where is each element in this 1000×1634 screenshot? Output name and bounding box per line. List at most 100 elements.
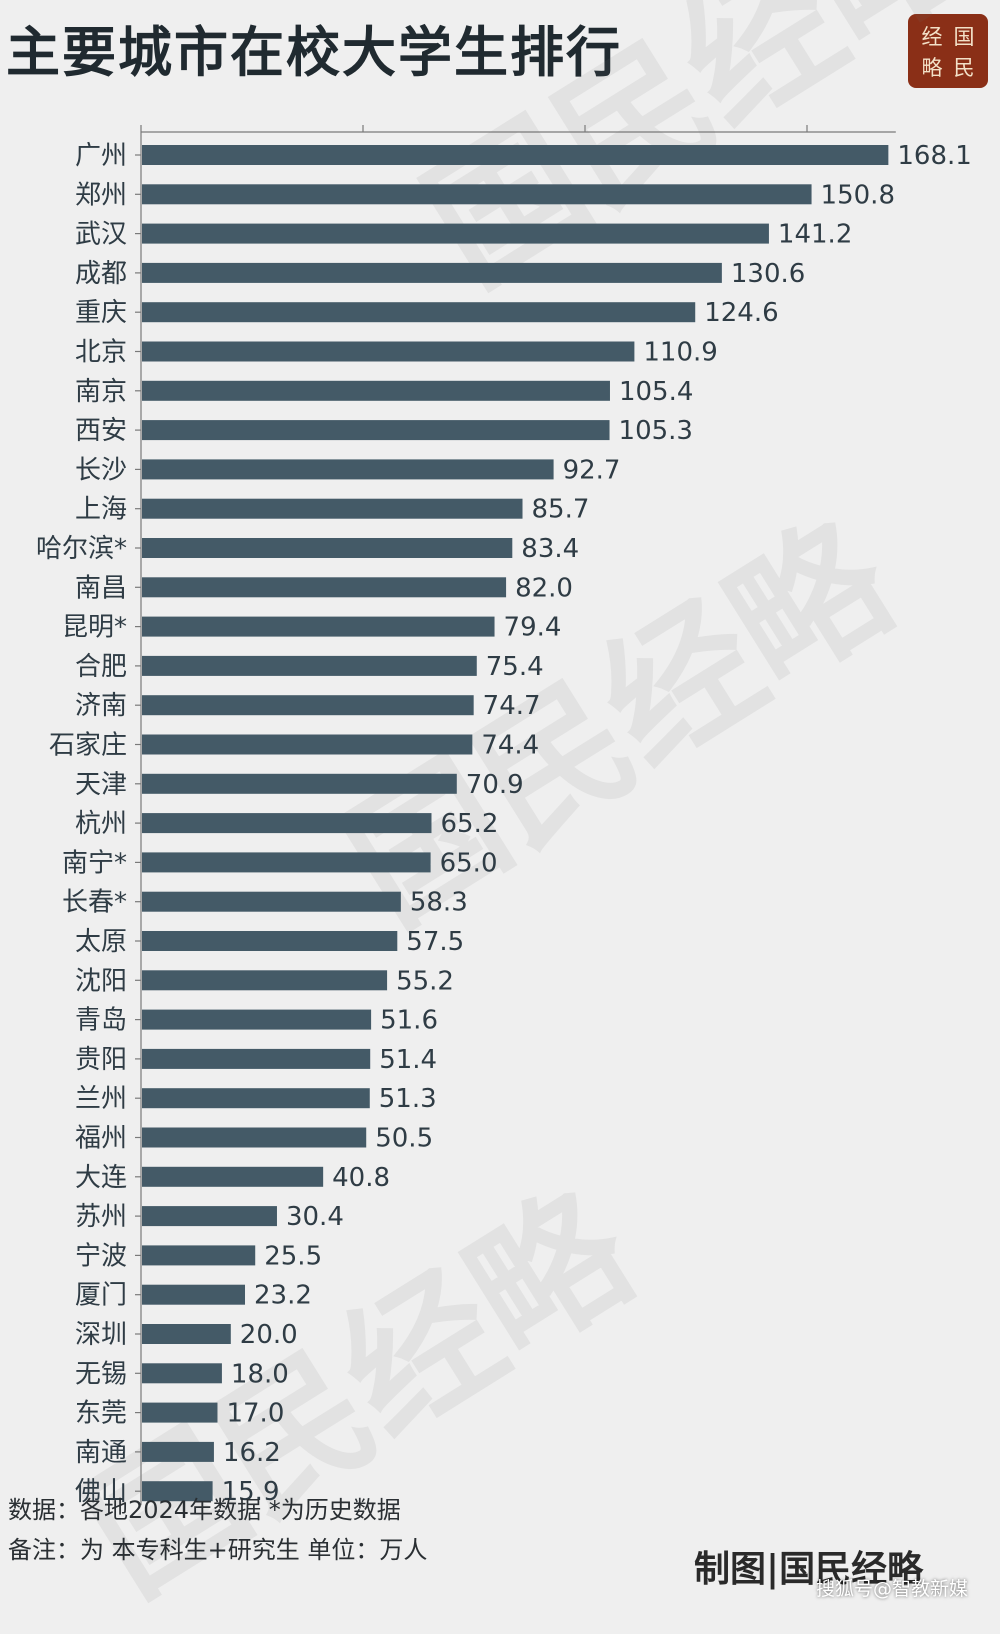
value-label: 92.7	[563, 455, 621, 485]
bar	[142, 655, 477, 676]
value-label: 20.0	[240, 1320, 298, 1350]
bar	[142, 1088, 370, 1109]
bar	[142, 1324, 231, 1344]
bar	[142, 1127, 367, 1148]
value-label: 18.0	[231, 1359, 289, 1389]
category-label: 沈阳	[75, 966, 127, 996]
bar	[142, 1402, 218, 1423]
category-label: 东莞	[75, 1399, 127, 1429]
bar	[142, 498, 523, 519]
category-label: 石家庄	[49, 731, 127, 761]
bar	[142, 1441, 214, 1462]
category-label: 苏州	[75, 1202, 127, 1232]
bar	[142, 262, 722, 283]
value-label: 51.6	[380, 1006, 438, 1036]
bar	[142, 380, 610, 401]
category-label: 武汉	[75, 220, 127, 250]
bar	[142, 459, 554, 480]
value-label: 16.2	[223, 1438, 281, 1468]
category-label: 贵阳	[75, 1045, 127, 1075]
category-label: 宁波	[75, 1241, 127, 1271]
bar	[142, 420, 610, 441]
category-label: 哈尔滨*	[36, 534, 127, 564]
bar	[142, 1284, 246, 1305]
logo-char: 略	[921, 55, 943, 80]
bar	[142, 734, 473, 755]
bar	[142, 1245, 256, 1266]
value-label: 25.5	[264, 1241, 322, 1271]
bar	[142, 1363, 222, 1384]
value-label: 40.8	[332, 1163, 390, 1193]
bar	[142, 813, 432, 834]
category-label: 南通	[75, 1438, 127, 1468]
category-label: 重庆	[75, 298, 127, 328]
category-label: 上海	[75, 495, 127, 525]
bar	[142, 931, 398, 951]
category-label: 西安	[75, 416, 127, 446]
bar	[142, 1481, 213, 1502]
category-label: 济南	[75, 691, 127, 721]
value-label: 83.4	[521, 534, 579, 564]
bar	[142, 184, 812, 205]
value-label: 141.2	[778, 220, 852, 250]
bar	[142, 341, 635, 362]
value-label: 17.0	[226, 1399, 284, 1429]
logo-char: 国	[953, 24, 975, 49]
value-label: 15.9	[222, 1477, 280, 1507]
value-label: 168.1	[897, 141, 971, 171]
value-label: 23.2	[254, 1281, 312, 1311]
value-label: 79.4	[504, 613, 562, 643]
value-label: 74.4	[481, 731, 539, 761]
value-label: 50.5	[375, 1124, 433, 1154]
platform-watermark: 搜狐号@智教新媒	[816, 1578, 969, 1600]
category-label: 广州	[75, 141, 127, 171]
bar	[142, 852, 431, 873]
value-label: 130.6	[731, 259, 805, 289]
category-label: 南昌	[75, 573, 127, 603]
logo-char: 经	[921, 24, 943, 49]
bar	[142, 695, 474, 716]
bar	[142, 538, 513, 558]
chart-title: 主要城市在校大学生排行	[6, 21, 622, 84]
category-label: 郑州	[75, 180, 127, 210]
bar	[142, 616, 495, 637]
value-label: 65.0	[440, 848, 498, 878]
brand-logo: 经 国 略 民	[908, 14, 988, 88]
data-source-note: 数据：各地2024年数据 *为历史数据	[8, 1496, 401, 1524]
bar	[142, 1206, 277, 1227]
category-label: 杭州	[75, 809, 127, 839]
remark-note: 备注：为 本专科生+研究生 单位：万人	[8, 1536, 428, 1564]
value-label: 57.5	[406, 927, 464, 957]
category-label: 佛山	[75, 1477, 127, 1507]
bar	[142, 145, 889, 165]
logo-char: 民	[953, 55, 975, 80]
bar	[142, 302, 696, 323]
category-label: 长沙	[75, 455, 127, 485]
bar	[142, 891, 401, 912]
category-label: 青岛	[75, 1006, 127, 1036]
value-label: 105.3	[619, 416, 693, 446]
category-label: 无锡	[75, 1359, 127, 1389]
category-label: 大连	[75, 1163, 127, 1193]
category-label: 昆明*	[62, 613, 127, 643]
bar-chart: 广州 168.1 郑州 150.8 武汉 141.2 成都 130.6 重庆 124.6 北京 110…	[36, 125, 972, 1507]
category-label: 合肥	[75, 652, 127, 682]
category-label: 福州	[75, 1124, 127, 1154]
value-label: 55.2	[396, 966, 454, 996]
value-label: 82.0	[515, 573, 573, 603]
value-label: 51.3	[379, 1084, 437, 1114]
category-label: 南京	[75, 377, 127, 407]
bar	[142, 1166, 324, 1187]
value-label: 58.3	[410, 888, 468, 918]
category-label: 兰州	[75, 1084, 127, 1114]
value-label: 75.4	[486, 652, 544, 682]
value-label: 70.9	[466, 770, 524, 800]
value-label: 74.7	[483, 691, 541, 721]
category-label: 深圳	[75, 1320, 127, 1350]
value-label: 110.9	[643, 338, 717, 368]
category-label: 北京	[75, 338, 127, 368]
bar	[142, 223, 769, 244]
value-label: 124.6	[704, 298, 778, 328]
category-label: 天津	[75, 770, 127, 800]
value-label: 150.8	[821, 180, 895, 210]
